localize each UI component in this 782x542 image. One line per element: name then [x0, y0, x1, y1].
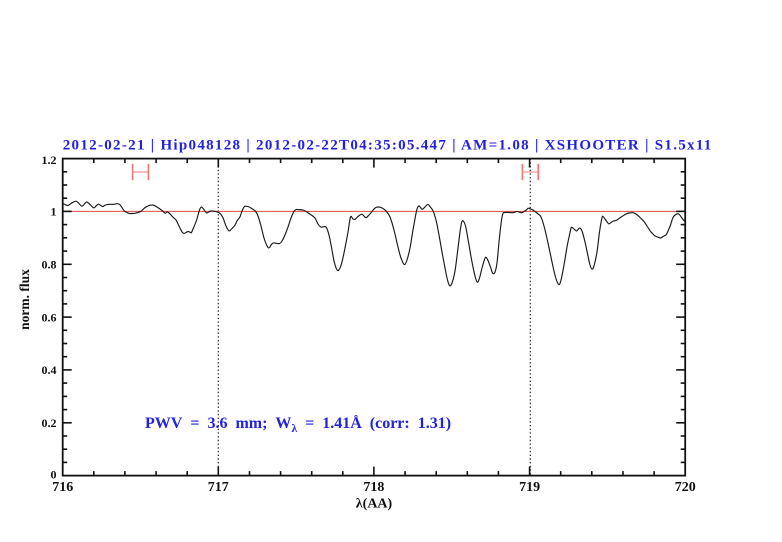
svg-text:716: 716: [52, 480, 73, 495]
svg-text:1: 1: [51, 205, 57, 219]
svg-text:0.8: 0.8: [42, 258, 57, 272]
svg-text:0.4: 0.4: [42, 363, 57, 377]
svg-text:2012-02-21 | Hip048128 | 2012-: 2012-02-21 | Hip048128 | 2012-02-22T04:3…: [63, 138, 713, 154]
svg-text:0.6: 0.6: [42, 310, 57, 324]
svg-text:PWV = 3.6 mm; Wλ = 1.41Å: PWV = 3.6 mm; Wλ = 1.41Å (corr: 1.31): [145, 414, 451, 435]
svg-text:0.2: 0.2: [42, 416, 57, 430]
svg-text:717: 717: [208, 480, 229, 495]
svg-text:718: 718: [363, 480, 384, 495]
svg-text:norm. flux: norm. flux: [17, 269, 32, 330]
svg-text:1.2: 1.2: [42, 153, 57, 167]
svg-text:0: 0: [51, 467, 57, 481]
svg-text:719: 719: [519, 480, 540, 495]
svg-text:720: 720: [675, 480, 696, 495]
svg-text:λ(AA): λ(AA): [356, 497, 393, 512]
